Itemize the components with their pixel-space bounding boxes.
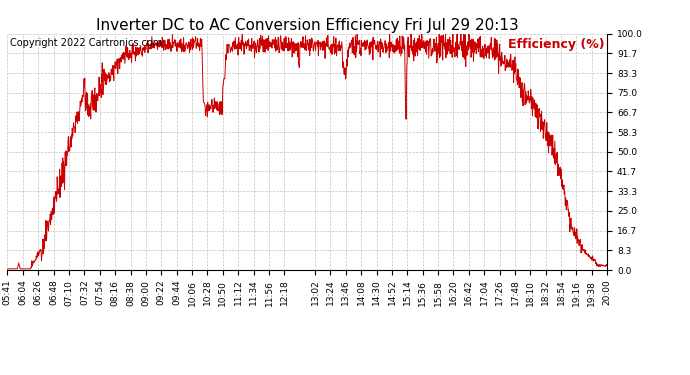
Text: Efficiency (%): Efficiency (%) xyxy=(508,39,604,51)
Text: Copyright 2022 Cartronics.com: Copyright 2022 Cartronics.com xyxy=(10,39,162,48)
Title: Inverter DC to AC Conversion Efficiency Fri Jul 29 20:13: Inverter DC to AC Conversion Efficiency … xyxy=(96,18,518,33)
